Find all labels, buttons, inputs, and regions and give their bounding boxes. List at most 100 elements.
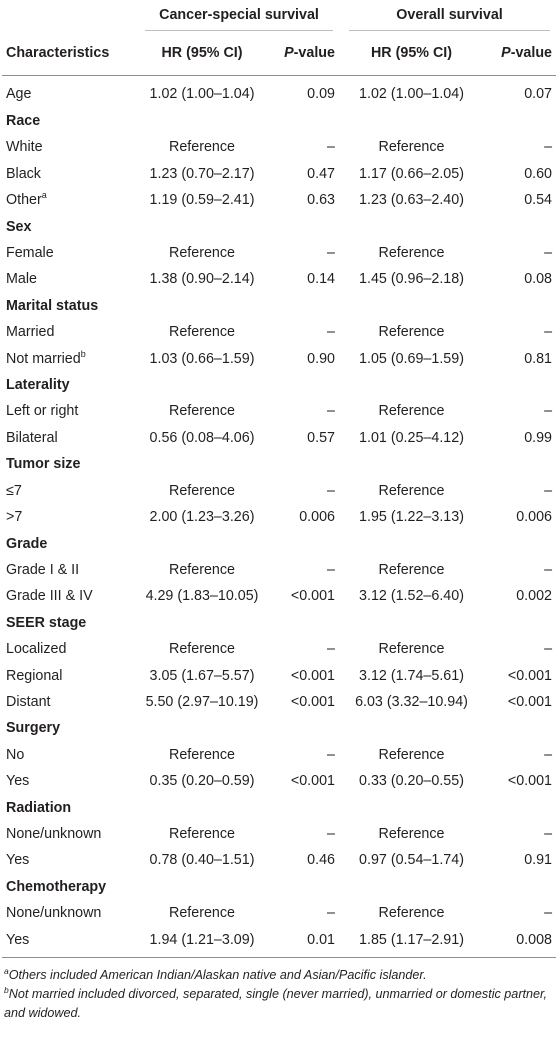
group-header-overall-survival: Overall survival: [339, 0, 556, 31]
characteristic-label: White: [6, 139, 43, 156]
p-css-cell: –: [327, 324, 335, 341]
hr-css-cell: Reference: [169, 324, 235, 341]
characteristic-cell: >7: [2, 504, 135, 530]
hr-os-cell: 1.85 (1.17–2.91): [339, 926, 484, 958]
table-row: Yes 0.78 (0.40–1.51) 0.46 0.97 (0.54–1.74) 0…: [2, 847, 556, 873]
category-label: Sex: [6, 218, 32, 235]
p-css-cell: –: [327, 245, 335, 262]
hr-css-cell: Reference: [169, 825, 235, 842]
p-css-cell: 0.46: [307, 852, 335, 869]
category-label: Radiation: [6, 799, 72, 816]
category-label: Surgery: [6, 720, 61, 737]
table-row: Married Reference – Reference –: [2, 319, 556, 345]
characteristic-cell: Yes: [2, 926, 135, 958]
characteristic-label: Yes: [6, 773, 30, 790]
hr-css-cell: 2.00 (1.23–3.26): [149, 509, 255, 526]
hr-css-cell: 5.50 (2.97–10.19): [145, 693, 259, 710]
characteristic-label: Distant: [6, 693, 51, 710]
hr-css-cell: Reference: [169, 746, 235, 763]
p-css-cell: –: [327, 641, 335, 658]
characteristic-cell: Yes: [2, 847, 135, 873]
p-os-cell: –: [544, 324, 553, 341]
category-row: Radiation: [2, 795, 556, 821]
hr-os-cell: Reference: [378, 482, 445, 499]
hr-css-cell: 1.02 (1.00–1.04): [149, 85, 255, 102]
p-os-cell: 0.91: [524, 852, 553, 869]
characteristic-label: Married: [6, 324, 55, 341]
hr-css-cell: Reference: [169, 139, 235, 156]
p-os-cell: 0.006: [516, 509, 553, 526]
footnote-mark: a: [4, 966, 9, 976]
hr-css-cell: 1.03 (0.66–1.59): [149, 350, 255, 367]
p-os-cell: –: [544, 641, 553, 658]
p-os-cell: –: [544, 482, 553, 499]
characteristic-cell: Distant: [2, 689, 135, 715]
characteristic-label: Yes: [6, 852, 30, 869]
hr-os-cell: 1.05 (0.69–1.59): [359, 350, 464, 367]
category-row: Surgery: [2, 715, 556, 741]
characteristic-label: Male: [6, 271, 37, 288]
category-label: Race: [6, 113, 41, 129]
p-os-cell: 0.60: [524, 165, 553, 182]
p-os-cell: 0.81: [524, 350, 553, 367]
p-os-cell: 0.008: [484, 926, 557, 958]
footnote-marker: b: [80, 348, 86, 359]
category-label: Tumor size: [6, 456, 81, 473]
characteristic-cell: Male: [2, 266, 135, 292]
characteristic-cell: Not marriedb: [2, 346, 135, 372]
characteristic-cell: Localized: [2, 636, 135, 662]
table-row: None/unknown Reference – Reference –: [2, 821, 556, 847]
hr-os-cell: Reference: [378, 245, 445, 262]
characteristic-label: >7: [6, 509, 23, 526]
hr-css-cell: 0.35 (0.20–0.59): [149, 773, 255, 790]
p-os-cell: 0.07: [524, 85, 553, 102]
p-css-cell: 0.47: [307, 165, 335, 182]
p-css-cell: 0.01: [269, 926, 339, 958]
characteristic-cell: Grade I & II: [2, 557, 135, 583]
p-os-cell: –: [544, 746, 553, 763]
p-css-cell: <0.001: [290, 693, 335, 710]
hr-css-cell: 4.29 (1.83–10.05): [145, 588, 259, 605]
hr-os-cell: Reference: [378, 641, 445, 658]
category-label: Laterality: [6, 377, 70, 394]
p-css-cell: 0.57: [307, 429, 335, 446]
characteristic-cell: Yes: [2, 768, 135, 794]
p-css-cell: <0.001: [290, 773, 335, 790]
p-os-cell: –: [544, 403, 553, 420]
characteristic-label: Grade III & IV: [6, 588, 93, 605]
characteristic-label: Female: [6, 245, 54, 262]
hr-os-cell: 1.23 (0.63–2.40): [359, 192, 464, 209]
table-row: Grade III & IV 4.29 (1.83–10.05) <0.001 3.1…: [2, 583, 556, 609]
characteristic-label: Grade I & II: [6, 561, 80, 578]
p-css-cell: 0.63: [307, 192, 335, 209]
characteristic-cell: Female: [2, 240, 135, 266]
category-label: SEER stage: [6, 614, 87, 631]
table-row: Regional 3.05 (1.67–5.57) <0.001 3.12 (1.74…: [2, 663, 556, 689]
p-os-cell: <0.001: [507, 773, 553, 790]
group-label: Cancer-special survival: [145, 0, 333, 31]
p-os-cell: –: [544, 825, 553, 842]
category-row: Marital status: [2, 293, 556, 319]
hr-os-cell: 3.12 (1.74–5.61): [359, 667, 464, 684]
characteristic-cell: Left or right: [2, 398, 135, 424]
table-row: Grade I & II Reference – Reference –: [2, 557, 556, 583]
characteristic-label: ≤7: [6, 482, 22, 499]
table-row: Bilateral 0.56 (0.08–4.06) 0.57 1.01 (0.25–…: [2, 425, 556, 451]
p-css-cell: <0.001: [290, 588, 335, 605]
characteristic-label: No: [6, 746, 25, 763]
category-label: Chemotherapy: [6, 878, 107, 895]
category-label: Grade: [6, 535, 48, 552]
characteristic-cell: None/unknown: [2, 821, 135, 847]
hr-os-cell: 1.95 (1.22–3.13): [359, 509, 464, 526]
p-css-cell: 0.90: [307, 350, 335, 367]
p-css-cell: <0.001: [290, 667, 335, 684]
table-row: Othera 1.19 (0.59–2.41) 0.63 1.23 (0.63–2.4…: [2, 187, 556, 213]
p-css-cell: 0.006: [299, 509, 335, 526]
table-row: None/unknown Reference – Reference –: [2, 900, 556, 926]
characteristic-cell: Grade III & IV: [2, 583, 135, 609]
col-header-p-css: P-value: [269, 31, 339, 76]
hr-css-cell: Reference: [169, 905, 235, 922]
characteristic-cell: Age: [2, 76, 135, 109]
table-row: Yes 0.35 (0.20–0.59) <0.001 0.33 (0.20–0.55…: [2, 768, 556, 794]
col-header-characteristics: Characteristics: [2, 31, 135, 76]
